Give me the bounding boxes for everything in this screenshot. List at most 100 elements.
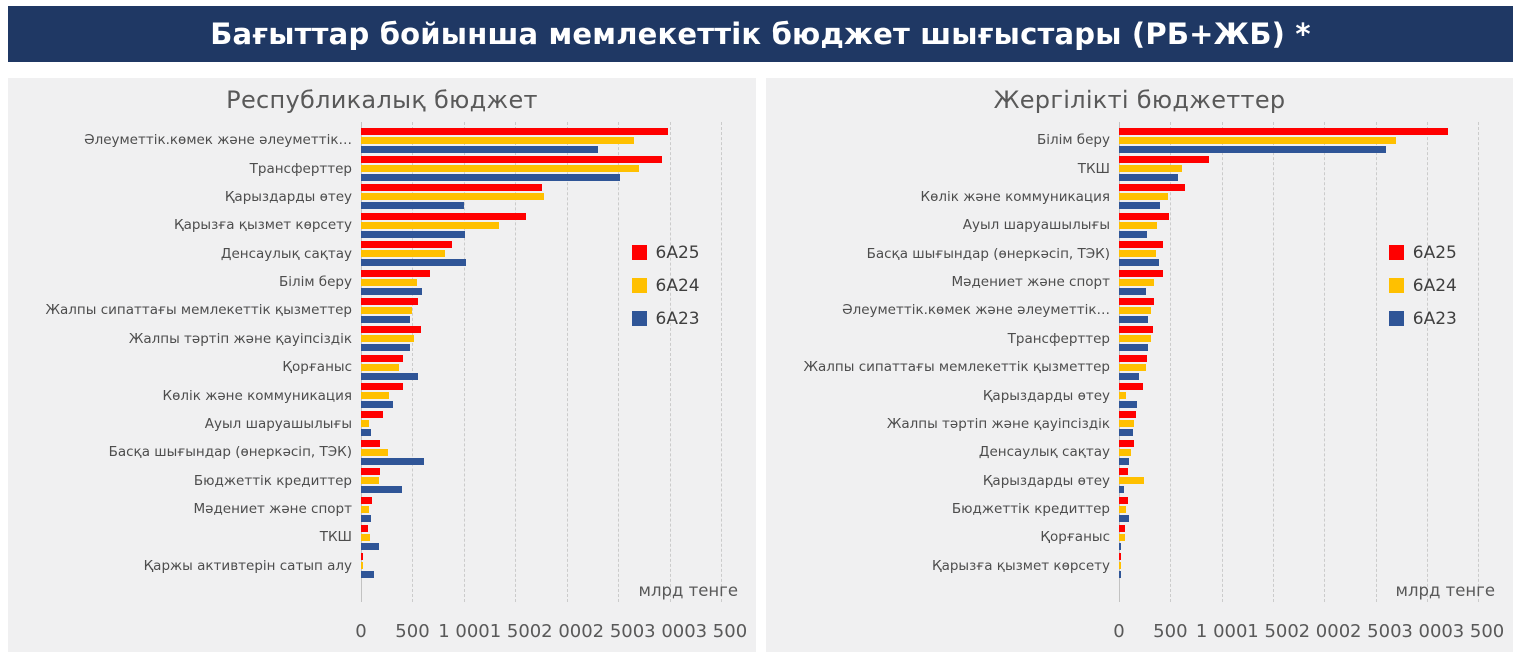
bar-6A23 (1119, 174, 1178, 182)
legend: 6A25 6A24 6A23 (631, 243, 700, 329)
legend-label: 6A24 (1412, 275, 1457, 296)
bar-group (361, 495, 742, 523)
bar-6A23 (1119, 542, 1122, 550)
category-label: Мәдениет және спорт (193, 501, 353, 518)
category-label: Бюджеттік кредиттер (193, 472, 352, 489)
category-label: Жалпы сипаттағы мемлекеттік қызметтер (803, 359, 1110, 376)
bar-group (361, 381, 742, 409)
bar-6A23 (1119, 401, 1138, 409)
bar-group (1119, 523, 1499, 551)
bar-6A23 (1119, 486, 1124, 494)
legend-item: 6A25 (631, 243, 700, 263)
bar-6A23 (361, 259, 467, 267)
bar-6A25 (361, 524, 368, 532)
legend-item: 6A23 (631, 309, 700, 329)
bar-6A24 (361, 392, 390, 400)
bar-6A24 (1119, 477, 1145, 485)
x-axis: 0 500 1 000 1 500 2 000 2 500 3 000 3 500 (355, 616, 747, 642)
bar-group (361, 296, 742, 324)
category-label: ТКШ (1077, 160, 1110, 177)
category-label: Басқа шығындар (өнеркәсіп, ТЭК) (866, 245, 1110, 262)
bar-6A24 (361, 250, 446, 258)
bar-6A25 (361, 439, 381, 447)
bar-6A23 (1119, 457, 1130, 465)
bar-6A23 (1119, 202, 1160, 210)
bar-6A24 (1119, 221, 1157, 229)
bar-6A25 (361, 127, 668, 135)
bar-6A23 (361, 230, 465, 238)
bar-6A25 (1119, 297, 1154, 305)
category-label: Қарыздарды өтеу (224, 188, 352, 205)
bar-6A24 (361, 477, 379, 485)
legend-item: 6A25 (1388, 243, 1457, 263)
bar-6A23 (361, 315, 411, 323)
bar-rows (1119, 126, 1499, 580)
chart-panel-republican-budget: Республикалық бюджет Әлеуметтік.көмек жә… (8, 78, 756, 652)
bar-6A24 (361, 562, 364, 570)
gridline (1427, 122, 1429, 602)
chart-title: Жергілікті бюджеттер (993, 86, 1286, 114)
category-label: Жалпы тәртіп және қауіпсіздік (128, 330, 352, 347)
bar-6A24 (361, 533, 371, 541)
category-label: Қарыздарды өтеу (982, 472, 1110, 489)
bar-group (1119, 353, 1499, 381)
bar-6A24 (1119, 448, 1132, 456)
axis-tick: 1 000 (1195, 621, 1248, 642)
bar-6A23 (361, 344, 411, 352)
chart-area: Білім беру ТКШ Көлік және коммуникация Ауыл… (774, 122, 1504, 646)
gridlines (1119, 122, 1499, 602)
category-labels: Білім беру ТКШ Көлік және коммуникация Ауыл… (774, 126, 1119, 580)
category-label: ТКШ (319, 529, 352, 546)
bar-6A25 (361, 354, 404, 362)
bar-6A25 (361, 212, 526, 220)
axis-tick: 500 (395, 621, 430, 642)
bar-6A23 (361, 457, 424, 465)
bar-6A24 (1119, 505, 1126, 513)
gridlines (361, 122, 742, 602)
legend-swatch-icon (1388, 278, 1404, 294)
bar-6A24 (1119, 193, 1168, 201)
category-label: Жалпы сипаттағы мемлекеттік қызметтер (45, 302, 352, 319)
bar-6A24 (1119, 335, 1151, 343)
page-header: Бағыттар бойынша мемлекеттік бюджет шығы… (8, 6, 1513, 62)
category-label: Қарызға қызмет көрсету (932, 557, 1110, 574)
category-label: Денсаулық сақтау (220, 245, 352, 262)
bar-6A25 (1119, 439, 1134, 447)
bar-rows (361, 126, 742, 580)
legend-swatch-icon (631, 278, 647, 294)
bar-group (1119, 126, 1499, 154)
axis-tick: 3 000 (644, 621, 696, 642)
legend-swatch-icon (1388, 311, 1404, 327)
axis-tick: 1 000 (438, 621, 490, 642)
legend-swatch-icon (1388, 245, 1404, 261)
bar-6A25 (361, 383, 403, 391)
axis-unit-label: млрд тенге (1395, 581, 1496, 600)
category-label: Білім беру (1036, 132, 1110, 149)
bar-group (361, 438, 742, 466)
chart-title: Республикалық бюджет (226, 86, 538, 114)
gridline (618, 122, 620, 602)
axis-tick: 3 500 (1452, 621, 1505, 642)
bar-group (361, 126, 742, 154)
gridline (515, 122, 517, 602)
chart-area: Әлеуметтік.көмек және әлеуметтік… Трансфе… (16, 122, 747, 646)
bar-6A23 (361, 514, 372, 522)
bar-6A25 (1119, 496, 1128, 504)
bar-6A25 (1119, 411, 1137, 419)
bar-6A24 (1119, 363, 1147, 371)
bar-6A25 (1119, 553, 1121, 561)
category-label: Трансферттер (249, 160, 352, 177)
bar-6A23 (1119, 145, 1387, 153)
bar-group (1119, 495, 1499, 523)
axis-tick: 3 500 (695, 621, 748, 642)
bar-6A23 (361, 401, 393, 409)
bar-group (361, 154, 742, 182)
legend: 6A25 6A24 6A23 (1388, 243, 1457, 329)
bar-6A25 (361, 269, 430, 277)
bar-group (1119, 211, 1499, 239)
axis-tick: 500 (1153, 621, 1188, 642)
bar-6A23 (361, 429, 372, 437)
bar-6A25 (1119, 269, 1164, 277)
legend-item: 6A23 (1388, 309, 1457, 329)
legend-item: 6A24 (1388, 275, 1457, 296)
